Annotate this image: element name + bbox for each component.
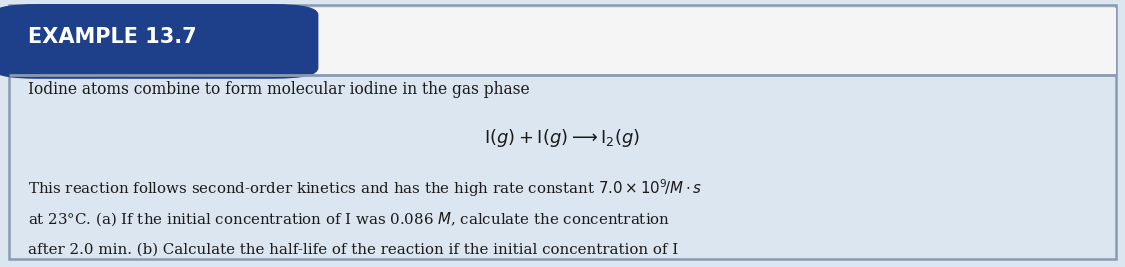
Text: after 2.0 min. (b) Calculate the half-life of the reaction if the initial concen: after 2.0 min. (b) Calculate the half-li…: [28, 243, 678, 257]
Text: Iodine atoms combine to form molecular iodine in the gas phase: Iodine atoms combine to form molecular i…: [28, 81, 530, 98]
FancyBboxPatch shape: [302, 8, 1116, 75]
Text: This reaction follows second-order kinetics and has the high rate constant $7.0 : This reaction follows second-order kinet…: [28, 177, 702, 199]
Text: EXAMPLE 13.7: EXAMPLE 13.7: [28, 28, 197, 47]
Text: $\mathrm{I}(g) + \mathrm{I}(g) \longrightarrow \mathrm{I_2}(g)$: $\mathrm{I}(g) + \mathrm{I}(g) \longrigh…: [485, 127, 640, 148]
FancyBboxPatch shape: [9, 5, 1116, 259]
FancyBboxPatch shape: [0, 4, 318, 79]
Text: at 23°C. (a) If the initial concentration of I was 0.086 $M$, calculate the conc: at 23°C. (a) If the initial concentratio…: [28, 210, 670, 228]
